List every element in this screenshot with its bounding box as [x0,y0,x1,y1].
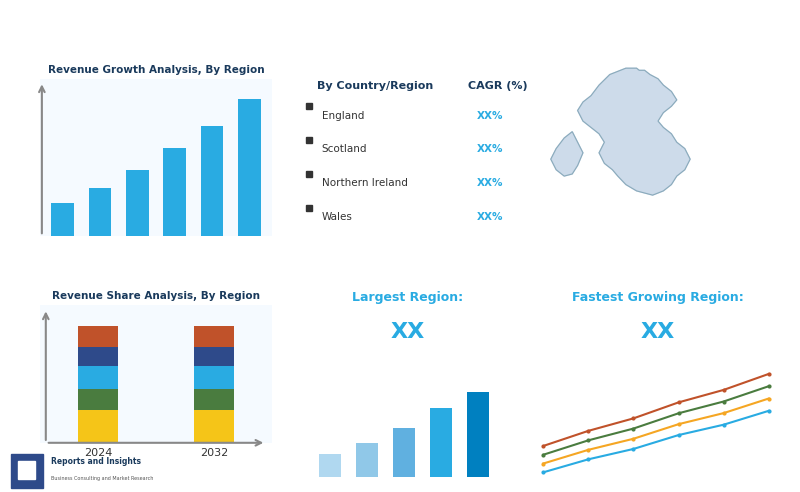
Title: Revenue Share Analysis, By Region: Revenue Share Analysis, By Region [52,291,260,302]
Bar [430,408,452,477]
Bar [51,203,74,236]
FancyBboxPatch shape [18,461,35,479]
Polygon shape [550,132,583,176]
Text: XX%: XX% [477,144,504,154]
Bar [194,366,234,389]
Text: Northern Ireland: Northern Ireland [322,178,407,188]
Text: England: England [322,111,364,121]
Bar [78,389,118,410]
Bar [78,410,118,443]
Bar [466,392,489,477]
Bar [393,428,415,477]
Title: Revenue Growth Analysis, By Region: Revenue Growth Analysis, By Region [48,65,264,75]
Bar [194,347,234,366]
Text: XX%: XX% [477,212,504,222]
Bar [194,389,234,410]
Bar [238,99,261,236]
Bar [78,347,118,366]
Bar [194,410,234,443]
Text: XX: XX [641,322,675,342]
Text: UK MUTUAL FUNDS MARKET REGIONAL LEVEL ANALYSIS: UK MUTUAL FUNDS MARKET REGIONAL LEVEL AN… [10,25,514,40]
Text: Reports and Insights: Reports and Insights [51,457,141,465]
Bar [163,148,186,236]
Bar [78,326,118,347]
Text: By Country/Region: By Country/Region [318,81,434,91]
Text: Largest Region:: Largest Region: [353,291,463,304]
Text: Wales: Wales [322,212,353,222]
Text: Scotland: Scotland [322,144,367,154]
Text: XX%: XX% [477,178,504,188]
Bar [319,454,342,477]
Bar [356,443,378,477]
Bar [78,366,118,389]
Text: XX%: XX% [477,111,504,121]
Bar [201,126,223,236]
Bar [126,170,149,236]
Bar [194,326,234,347]
Text: Fastest Growing Region:: Fastest Growing Region: [572,291,744,304]
Bar [89,187,111,236]
Text: XX: XX [391,322,425,342]
FancyBboxPatch shape [11,455,42,488]
Text: CAGR (%): CAGR (%) [469,81,528,91]
Polygon shape [578,68,690,195]
Text: Business Consulting and Market Research: Business Consulting and Market Research [51,476,154,481]
